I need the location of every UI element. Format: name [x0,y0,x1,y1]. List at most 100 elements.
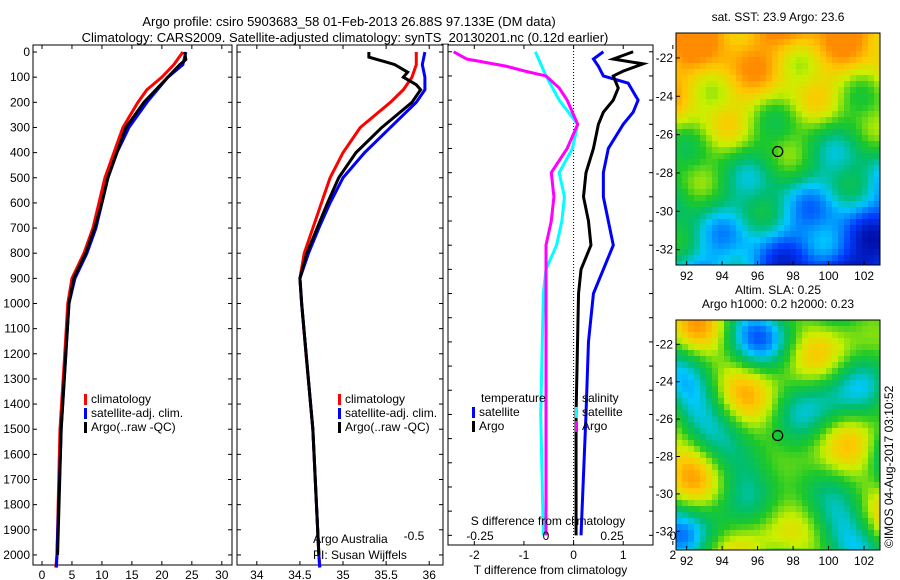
map-cell [688,368,694,374]
map-cell [796,500,802,506]
map-cell [694,524,700,530]
map-cell [868,123,874,129]
map-cell [874,231,880,237]
map-cell [700,177,706,183]
map-cell [676,123,682,129]
map-cell [838,338,844,344]
map-cell [796,344,802,350]
map-cell [694,255,700,261]
map-cell [814,428,820,434]
map-cell [838,362,844,368]
map-cell [820,111,826,117]
map-cell [778,201,784,207]
map-cell [700,195,706,201]
map-cell [676,356,682,362]
map-cell [760,57,766,63]
map-cell [844,45,850,51]
map-cell [868,81,874,87]
map-cell [682,368,688,374]
map-cell [676,165,682,171]
map-cell [682,356,688,362]
map-cell [760,446,766,452]
map-cell [694,446,700,452]
map-cell [766,225,772,231]
map-cell [742,386,748,392]
map-cell [748,111,754,117]
map-cell [856,476,862,482]
map-cell [868,237,874,243]
map-cell [838,249,844,255]
map-cell [802,189,808,195]
map-cell [754,75,760,81]
map-cell [754,177,760,183]
map-cell [718,69,724,75]
map-cell [760,434,766,440]
map-cell [694,249,700,255]
map-cell [868,446,874,452]
map-cell [784,57,790,63]
map-cell [712,147,718,153]
map-cell [796,39,802,45]
map-cell [850,111,856,117]
map-cell [754,494,760,500]
map-cell [718,392,724,398]
map-cell [748,45,754,51]
map-cell [784,195,790,201]
map-cell [820,81,826,87]
map-cell [808,51,814,57]
map-cell [742,33,748,39]
map-cell [724,422,730,428]
map-cell [820,225,826,231]
map-cell [772,129,778,135]
map-cell [820,512,826,518]
map-cell [850,147,856,153]
map-cell [826,87,832,93]
y-tick-label: 200 [10,95,30,109]
map-cell [694,45,700,51]
map-cell [862,123,868,129]
map-cell [808,153,814,159]
map-cell [790,189,796,195]
map-cell [718,231,724,237]
map-cell [820,147,826,153]
map-cell [838,231,844,237]
map-cell [862,392,868,398]
map-cell [796,201,802,207]
map-cell [688,380,694,386]
map-cell [748,536,754,542]
map-cell [766,201,772,207]
map-cell [712,255,718,261]
x-tick-label: 34 [250,568,264,580]
map-cell [712,207,718,213]
map-cell [832,518,838,524]
map-cell [844,464,850,470]
map-cell [706,500,712,506]
map-cell [874,494,880,500]
map-cell [778,344,784,350]
y-tick-label: 1100 [4,322,30,336]
map-cell [730,536,736,542]
map-cell [850,231,856,237]
map-cell [700,201,706,207]
map-cell [748,99,754,105]
map-cell [742,482,748,488]
map-cell [874,147,880,153]
map-cell [856,111,862,117]
map-cell [826,51,832,57]
map-cell [712,45,718,51]
map-cell [802,320,808,326]
map-cell [706,153,712,159]
map-cell [874,320,880,326]
map-cell [694,392,700,398]
map-cell [730,350,736,356]
map-cell [874,249,880,255]
map-cell [802,356,808,362]
map-cell [682,470,688,476]
map-cell [856,464,862,470]
map-cell [784,225,790,231]
map-cell [700,452,706,458]
map-cell [766,231,772,237]
map-cell [844,362,850,368]
map-cell [862,69,868,75]
map-cell [850,141,856,147]
